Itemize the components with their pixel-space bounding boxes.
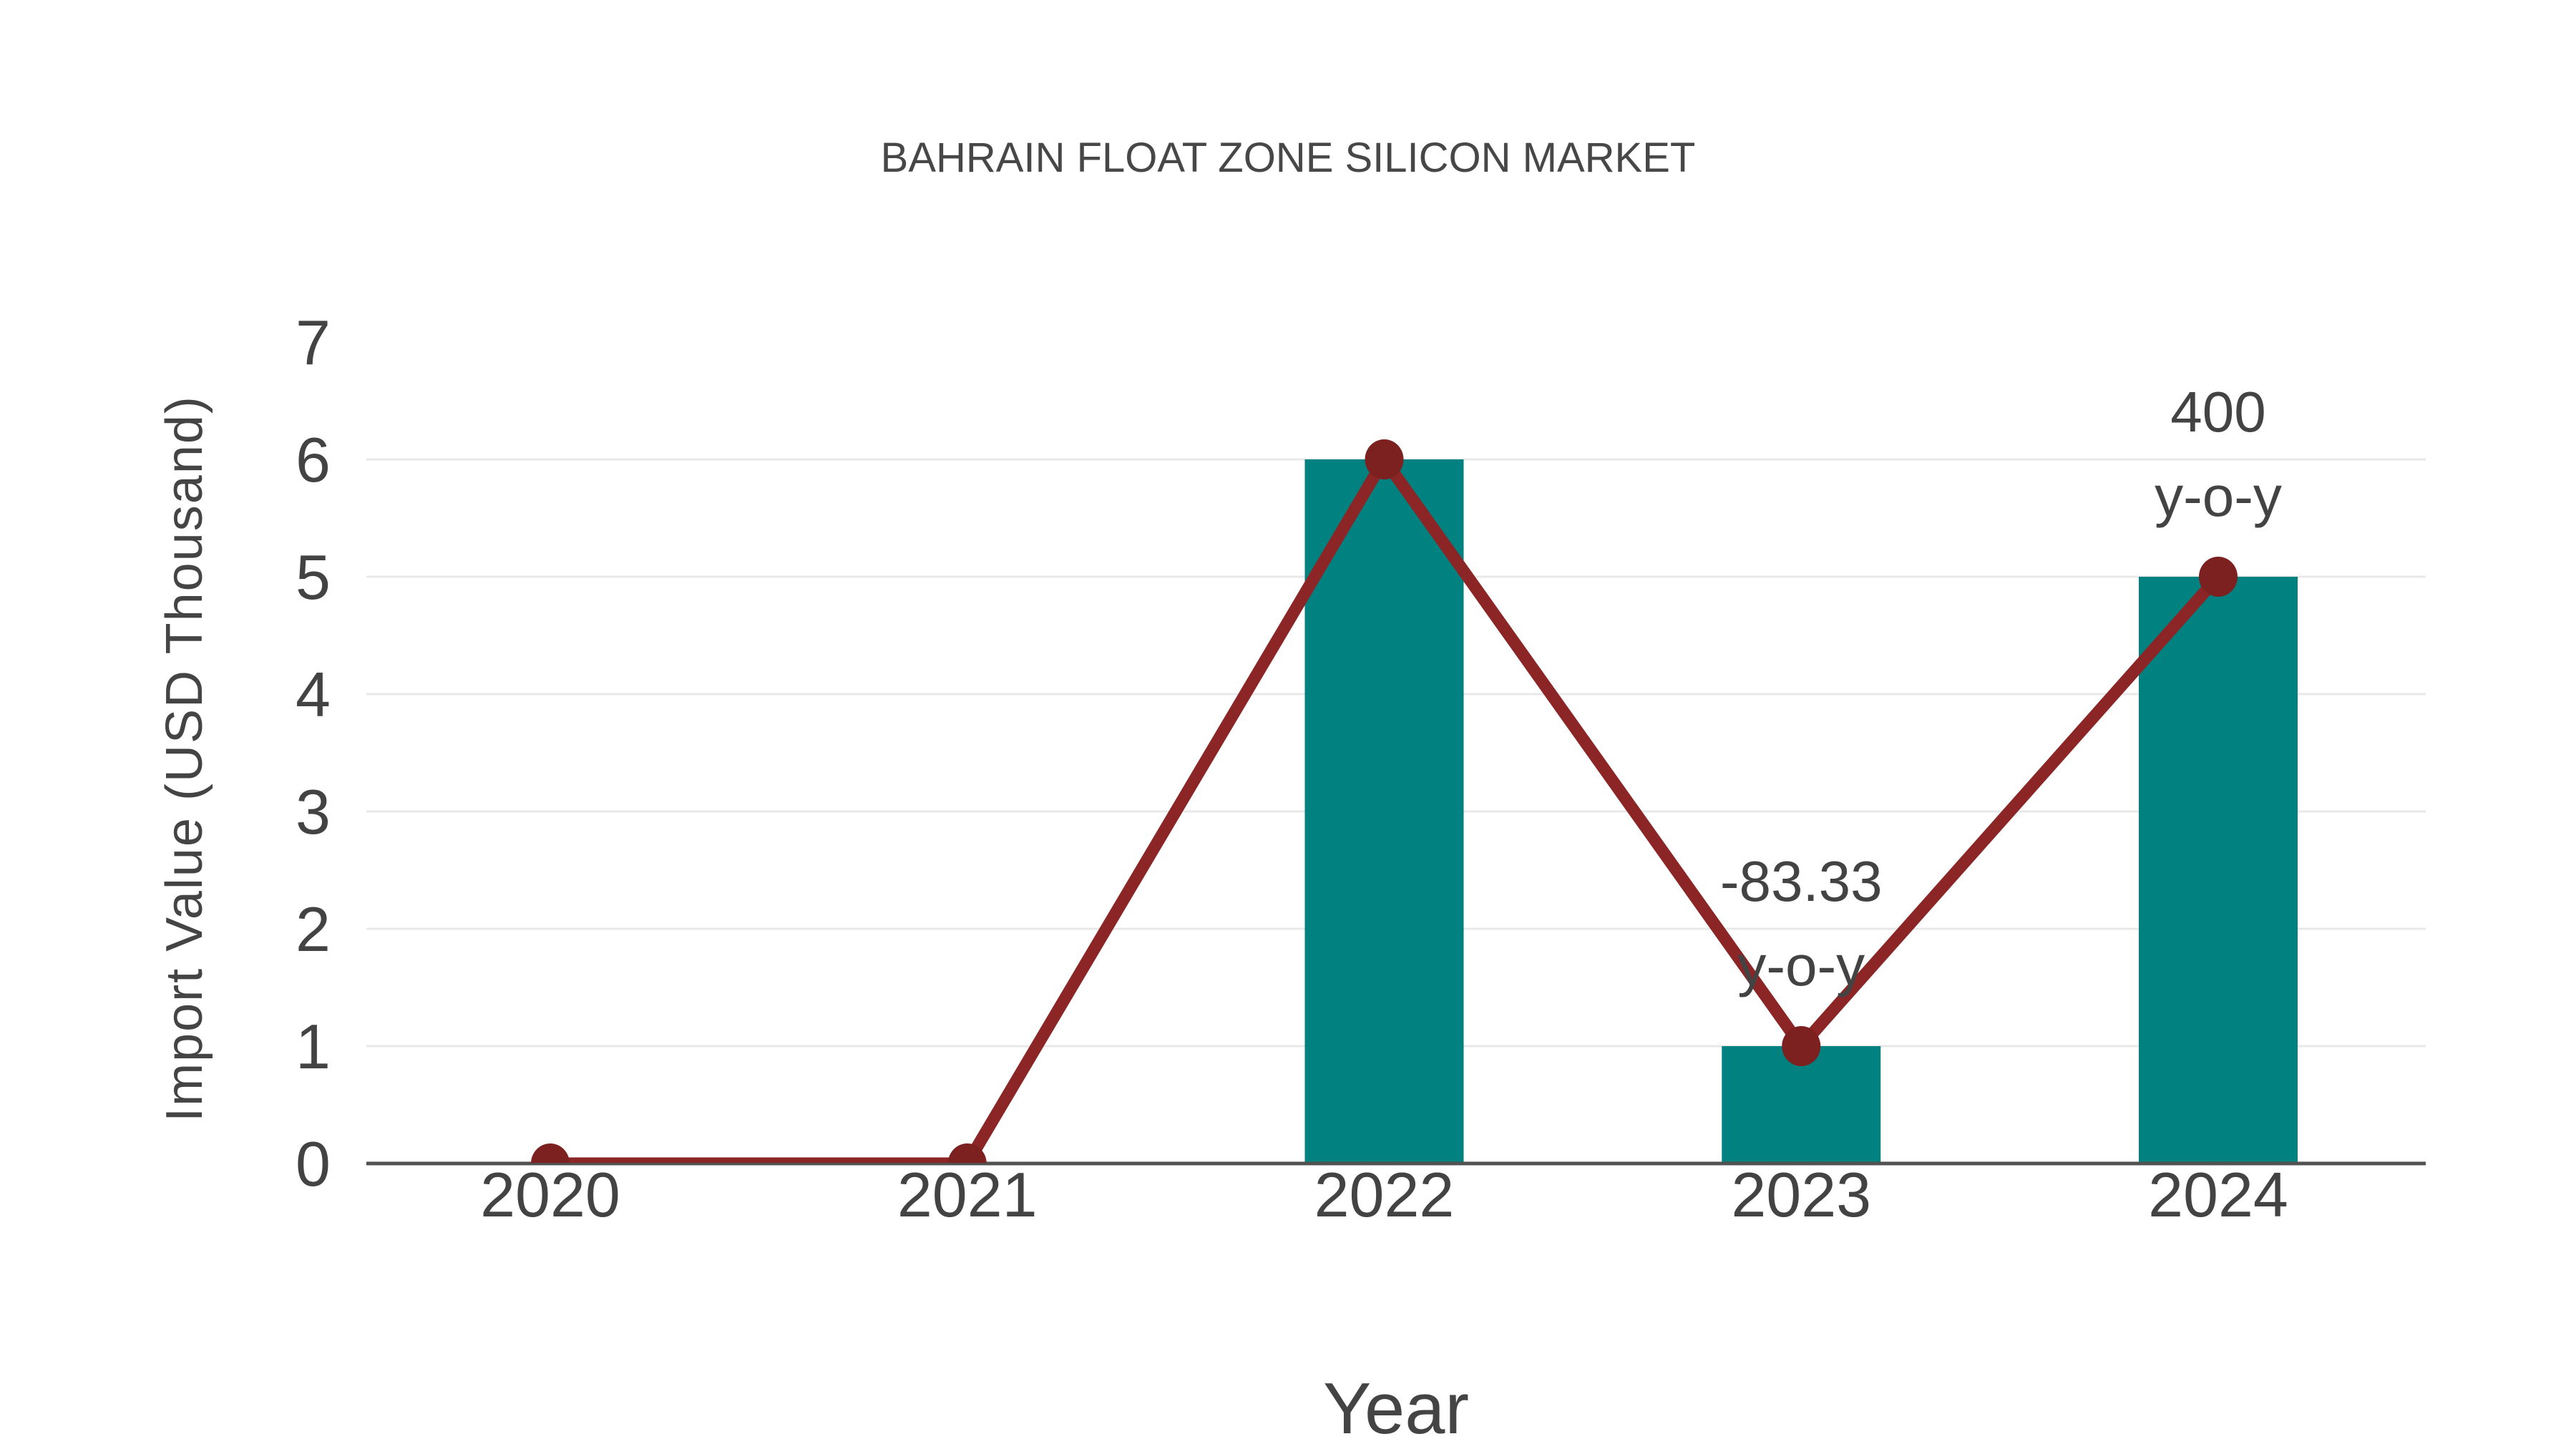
- x-tick-2020: 2020: [480, 1159, 620, 1230]
- y-axis-title: Import Value (USD Thousand): [156, 395, 213, 1122]
- bar-2024: [2139, 577, 2298, 1163]
- chart-title: BAHRAIN FLOAT ZONE SILICON MARKET: [881, 135, 1696, 181]
- marker-2020: [531, 1143, 570, 1163]
- y-tick-0: 0: [296, 1128, 331, 1199]
- y-tick-1: 1: [296, 1011, 331, 1082]
- marker-2022: [1365, 439, 1404, 479]
- y-tick-3: 3: [296, 776, 331, 847]
- y-tick-6: 6: [296, 424, 331, 495]
- annotation-2024-line1: 400: [2170, 380, 2265, 444]
- x-tick-labels: 2020 2021 2022 2023 2024: [480, 1159, 2288, 1230]
- annotation-2024-line2: y-o-y: [2155, 464, 2282, 528]
- y-tick-7: 7: [296, 307, 331, 378]
- x-tick-2023: 2023: [1731, 1159, 1871, 1230]
- marker-2023: [1782, 1026, 1821, 1066]
- marker-2024: [2199, 557, 2238, 597]
- annotations: -83.33 y-o-y 400 y-o-y: [1720, 380, 2282, 997]
- line-with-markers: [531, 439, 2238, 1163]
- x-tick-2021: 2021: [897, 1159, 1038, 1230]
- annotation-2023-line2: y-o-y: [1737, 934, 1865, 997]
- line-series: [531, 439, 2238, 1163]
- y-tick-5: 5: [296, 542, 331, 613]
- x-axis-title: Year: [1323, 1369, 1469, 1449]
- y-tick-labels: 0 1 2 3 4 5 6 7: [296, 307, 331, 1199]
- x-tick-2024: 2024: [2148, 1159, 2288, 1230]
- y-tick-4: 4: [296, 659, 331, 730]
- bar-2022: [1304, 459, 1464, 1163]
- annotation-2023-line1: -83.33: [1720, 849, 1883, 913]
- x-tick-2022: 2022: [1314, 1159, 1455, 1230]
- marker-2021: [947, 1143, 987, 1163]
- y-tick-2: 2: [296, 894, 331, 965]
